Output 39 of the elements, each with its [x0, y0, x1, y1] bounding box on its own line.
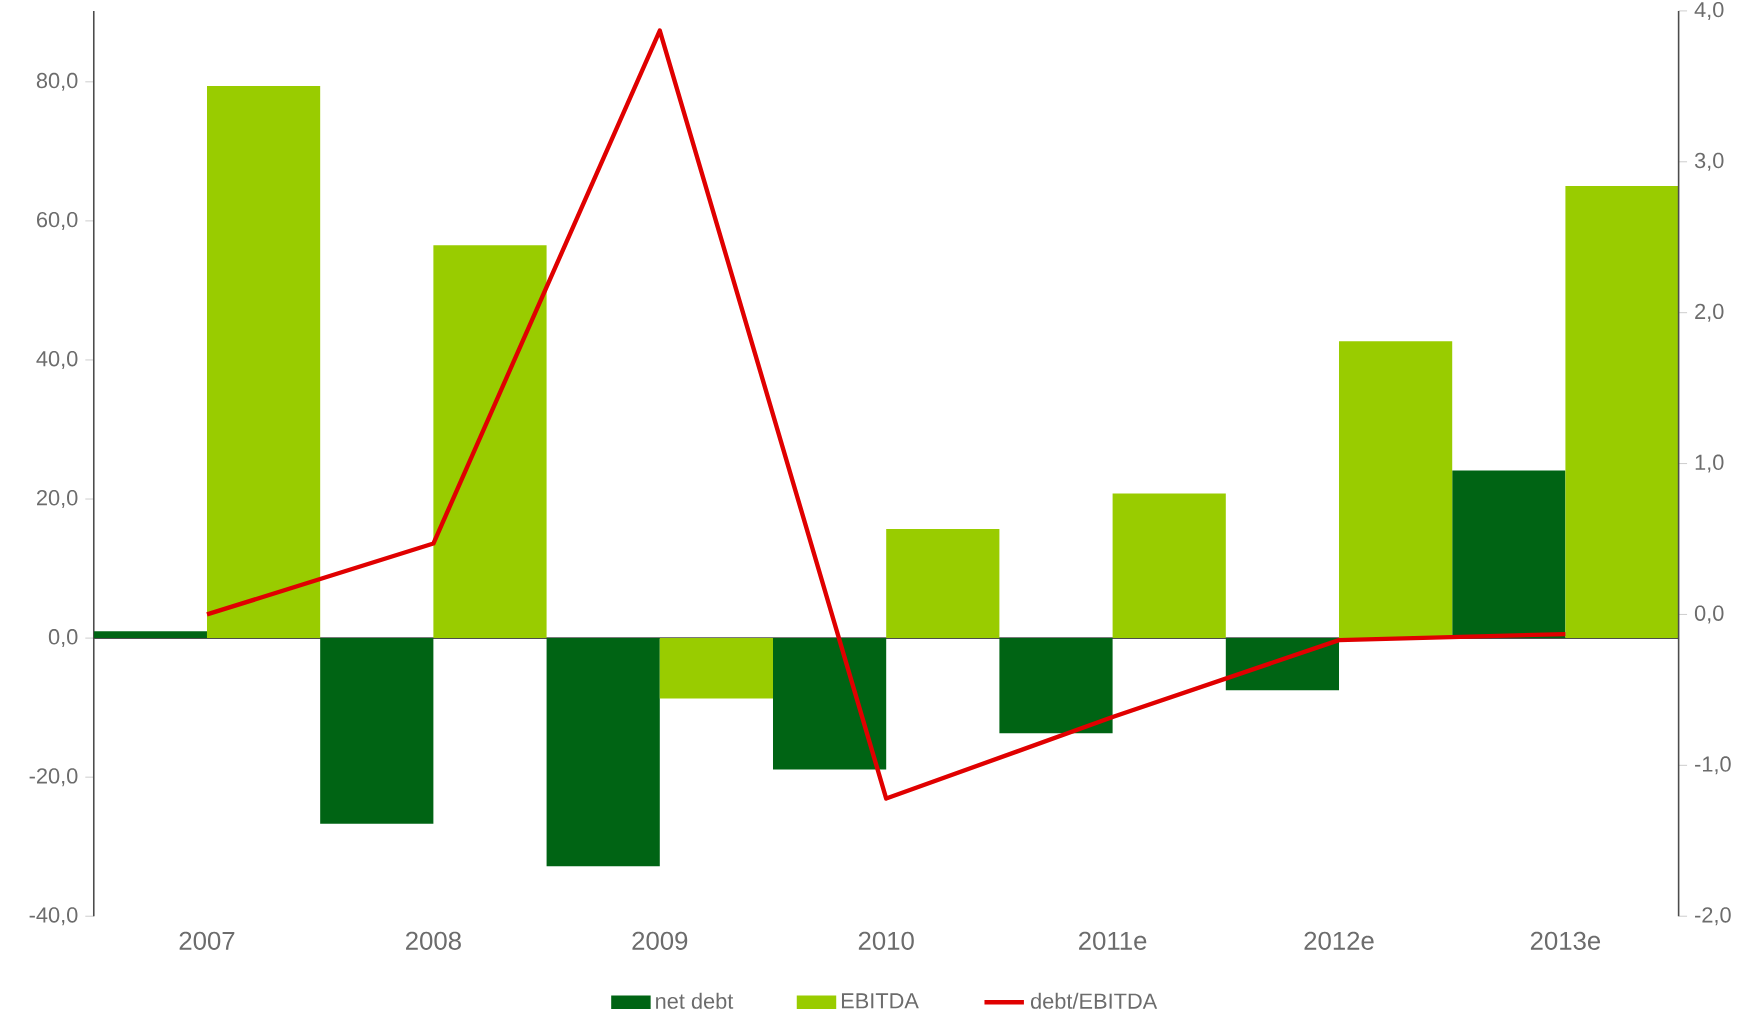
bar [1565, 185, 1679, 638]
x-tick-label: 2009 [632, 931, 688, 950]
bar [999, 637, 1113, 734]
y-tick-label: 40,0 [36, 350, 78, 369]
bar [206, 85, 321, 638]
bar [1112, 493, 1226, 638]
y-tick-label: -40,0 [29, 907, 78, 926]
y2-tick-label: 2,0 [1695, 303, 1724, 322]
y2-tick-label: 3,0 [1694, 152, 1724, 171]
x-tick-label: 2012e [1304, 931, 1374, 950]
x-tick-label: 2008 [406, 931, 461, 950]
bar [659, 637, 773, 699]
bar [1339, 341, 1453, 638]
y2-tick-label: 4,0 [1694, 1, 1724, 20]
y-tick-label: 60,0 [37, 211, 78, 230]
x-tick-label: 2007 [179, 931, 235, 950]
bar [886, 528, 1000, 638]
y-tick-label: 80,0 [36, 72, 78, 91]
bar [93, 631, 207, 638]
y2-tick-label: -1,0 [1695, 756, 1731, 775]
bar [433, 245, 547, 638]
legend-label: debt/EBITDA [1030, 992, 1158, 1009]
x-tick-label: 2013e [1530, 931, 1601, 950]
y-tick-label: 0,0 [48, 628, 78, 647]
x-tick-label: 2010 [858, 931, 914, 950]
line-series [204, 28, 1568, 801]
y2-tick-label: 0,0 [1694, 605, 1724, 624]
bar [1452, 470, 1566, 638]
x-tick-label: 2011e [1079, 931, 1147, 950]
bar [1225, 637, 1340, 691]
legend-label: EBITDA [841, 993, 919, 1009]
legend-label: net debt [656, 992, 734, 1009]
y-tick-label: -20,0 [29, 768, 78, 787]
y-tick-label: 20,0 [36, 489, 78, 508]
y2-tick-label: 1,0 [1695, 454, 1724, 473]
bar [772, 637, 887, 770]
y2-tick-label: -2,0 [1695, 907, 1731, 926]
bar [546, 637, 660, 867]
bar [320, 637, 434, 824]
